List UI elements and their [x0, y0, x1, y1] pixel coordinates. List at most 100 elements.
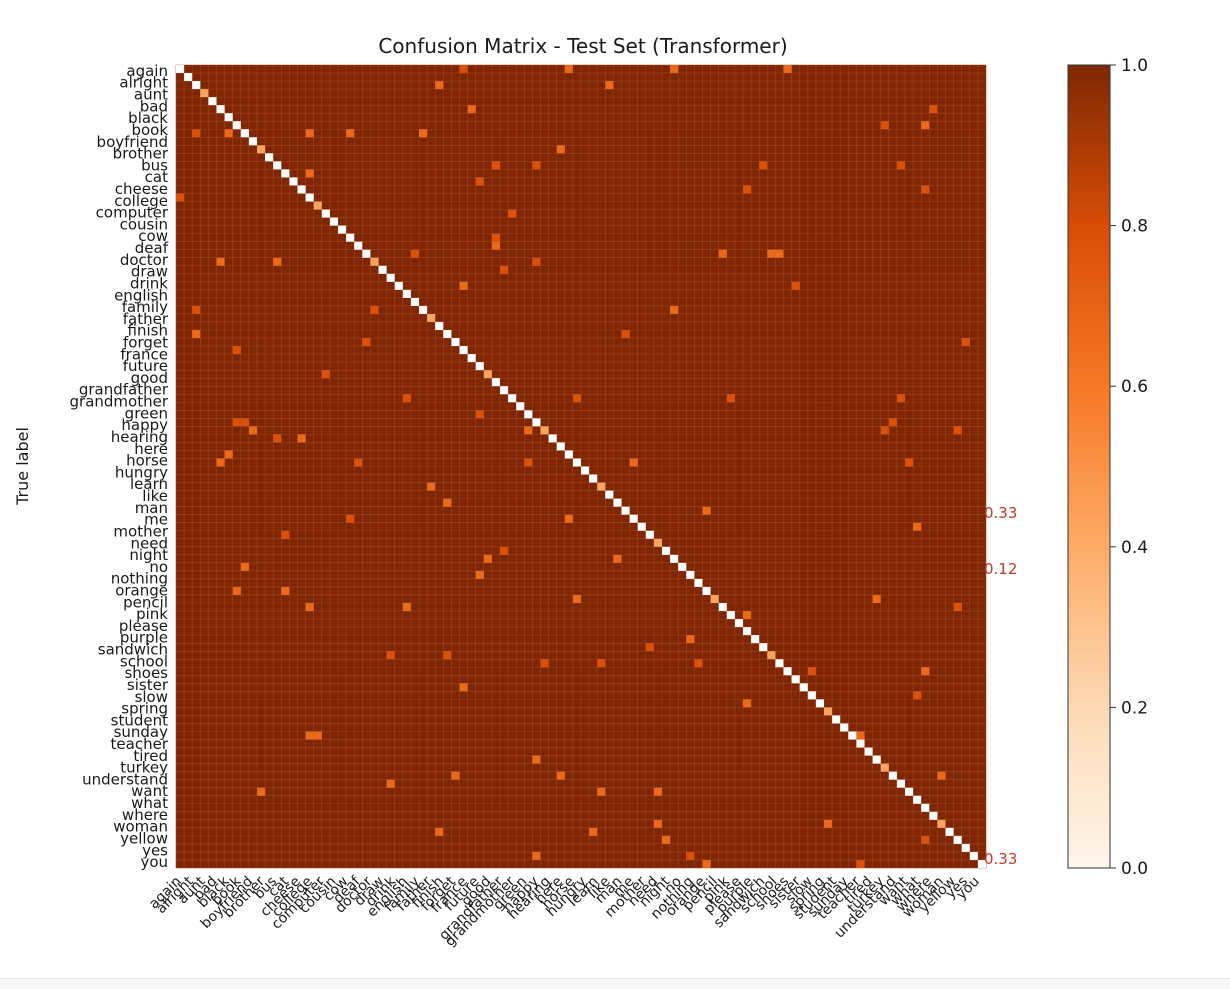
- diagonal-cell: [572, 458, 581, 467]
- offdiag-cell: [248, 426, 257, 435]
- offdiag-cell: [419, 129, 428, 138]
- offdiag-cell: [257, 787, 266, 796]
- diagonal-cell: [386, 273, 395, 282]
- offdiag-cell: [775, 249, 784, 258]
- offdiag-cell: [783, 65, 792, 74]
- diagonal-cell: [929, 811, 938, 820]
- diagonal-cell: [856, 739, 865, 748]
- offdiag-cell: [475, 570, 484, 579]
- offdiag-cell: [589, 827, 598, 836]
- y-tick-label: mother: [113, 522, 168, 540]
- offdiag-cell: [629, 458, 638, 467]
- offdiag-cell: [443, 651, 452, 660]
- diagonal-cell: [637, 522, 646, 531]
- offdiag-cell: [386, 651, 395, 660]
- diagonal-cell: [645, 530, 654, 539]
- y-tick-label: pink: [136, 605, 168, 623]
- y-tick-label: deaf: [135, 239, 169, 257]
- y-tick-label: happy: [121, 416, 168, 434]
- diagonal-cell: [977, 859, 986, 868]
- diagonal-cell: [297, 185, 306, 194]
- colorbar-tick-label: 0.0: [1121, 859, 1148, 879]
- offdiag-cell: [564, 514, 573, 523]
- offdiag-cell: [953, 426, 962, 435]
- y-tick-label: grandmother: [70, 393, 169, 411]
- y-tick-label: man: [135, 499, 168, 517]
- diagonal-cell: [378, 265, 387, 274]
- y-tick-label: drink: [130, 274, 168, 292]
- y-tick-label: yes: [142, 841, 168, 859]
- y-tick-label: where: [122, 806, 168, 824]
- colorbar-tick-label: 0.6: [1121, 377, 1148, 397]
- y-tick-label: forget: [123, 334, 168, 352]
- y-tick-label: bus: [141, 156, 168, 174]
- offdiag-cell: [524, 458, 533, 467]
- offdiag-cell: [354, 458, 363, 467]
- offdiag-cell: [386, 779, 395, 788]
- diagonal-cell: [459, 346, 468, 355]
- offdiag-cell: [937, 771, 946, 780]
- y-tick-label: night: [129, 546, 168, 564]
- offdiag-cell: [953, 603, 962, 612]
- diagonal-cell: [694, 578, 703, 587]
- diagonal-cell: [864, 747, 873, 756]
- offdiag-cell: [459, 65, 468, 74]
- diagonal-cell: [313, 201, 322, 210]
- diagonal-cell: [491, 378, 500, 387]
- diagonal-cell: [678, 562, 687, 571]
- offdiag-cell: [346, 514, 355, 523]
- heatmap-grid: [175, 64, 987, 869]
- diagonal-cell: [815, 699, 824, 708]
- y-tick-label: good: [131, 369, 168, 387]
- colorbar-tick-label: 0.8: [1121, 217, 1148, 237]
- y-tick-label: turkey: [120, 759, 168, 777]
- diagonal-cell: [824, 707, 833, 716]
- y-tick-label: shoes: [124, 664, 168, 682]
- offdiag-cell: [645, 643, 654, 652]
- y-tick-label: brother: [113, 145, 169, 163]
- offdiag-cell: [694, 659, 703, 668]
- offdiag-cell: [597, 787, 606, 796]
- diagonal-cell: [427, 313, 436, 322]
- offdiag-cell: [281, 586, 290, 595]
- diagonal-cell: [969, 851, 978, 860]
- offdiag-cell: [613, 554, 622, 563]
- offdiag-cell: [483, 554, 492, 563]
- diagonal-cell: [257, 145, 266, 154]
- diagonal-cell: [524, 410, 533, 419]
- diagonal-cell: [508, 394, 517, 403]
- cell-annotation: 0.33: [984, 850, 1017, 868]
- y-tick-label: learn: [130, 475, 168, 493]
- diagonal-cell: [921, 803, 930, 812]
- diagonal-cell: [483, 370, 492, 379]
- diagonal-cell: [589, 474, 598, 483]
- offdiag-cell: [921, 185, 930, 194]
- y-tick-label: slow: [135, 688, 168, 706]
- offdiag-cell: [224, 129, 233, 138]
- diagonal-cell: [548, 434, 557, 443]
- diagonal-cell: [629, 514, 638, 523]
- y-tick-label: grandfather: [79, 381, 169, 399]
- diagonal-cell: [848, 731, 857, 740]
- diagonal-cell: [216, 105, 225, 114]
- y-tick-label: horse: [126, 452, 168, 470]
- y-tick-label: spring: [121, 700, 168, 718]
- y-tick-label: school: [120, 652, 168, 670]
- offdiag-cell: [653, 787, 662, 796]
- offdiag-cell: [313, 731, 322, 740]
- y-tick-label: tired: [133, 747, 168, 765]
- diagonal-cell: [467, 354, 476, 363]
- y-tick-label: need: [131, 534, 169, 552]
- diagonal-cell: [613, 498, 622, 507]
- diagonal-cell: [605, 490, 614, 499]
- diagonal-cell: [362, 249, 371, 258]
- offdiag-cell: [896, 394, 905, 403]
- y-tick-label: again: [126, 62, 168, 80]
- offdiag-cell: [402, 603, 411, 612]
- offdiag-cell: [856, 859, 865, 868]
- diagonal-cell: [419, 305, 428, 314]
- offdiag-cell: [491, 161, 500, 170]
- diagonal-cell: [208, 97, 217, 106]
- cell-annotation: 0.12: [984, 560, 1017, 578]
